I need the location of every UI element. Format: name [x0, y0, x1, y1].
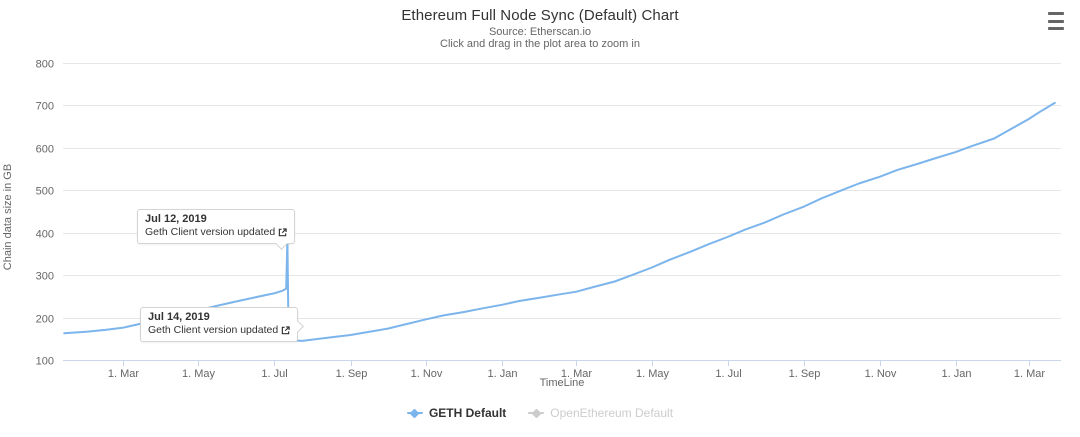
- annotation-text: Geth Client version updated: [145, 226, 276, 238]
- y-tick-label: 100: [36, 356, 54, 368]
- y-tick-label: 600: [36, 144, 54, 156]
- series-line-geth-default: [63, 101, 1056, 342]
- x-axis-title: TimeLine: [539, 377, 585, 389]
- annotation-text: Geth Client version updated: [148, 324, 279, 336]
- x-tick-label: 1. Nov: [865, 368, 897, 380]
- x-tick-label: 1. Mar: [1014, 368, 1046, 380]
- x-tick-label: 1. Mar: [561, 368, 593, 380]
- x-tick-label: 1. Jan: [942, 368, 972, 380]
- marker-diamond: [410, 408, 420, 418]
- legend-label: OpenEthereum Default: [550, 406, 674, 420]
- y-tick-label: 300: [36, 271, 54, 283]
- line-diamond-marker-icon: [406, 408, 423, 418]
- legend-item-geth[interactable]: GETH Default: [406, 406, 507, 420]
- annotation-title: Jul 14, 2019: [148, 311, 210, 323]
- y-tick-label: 400: [36, 229, 54, 241]
- marker-diamond: [531, 408, 542, 418]
- chart-subtitle-source: Source: Etherscan.io: [488, 26, 592, 38]
- y-tick-label: 800: [36, 59, 54, 71]
- x-tick-label: 1. Sep: [336, 368, 368, 380]
- chart-context-menu-button[interactable]: [1046, 11, 1066, 31]
- x-tick-label: 1. May: [636, 368, 670, 380]
- hamburger-icon: [1048, 27, 1064, 30]
- x-tick-label: 1. Jul: [261, 368, 287, 380]
- annotation-jul-14: Jul 14, 2019 Geth Client version updated: [140, 307, 305, 342]
- annotation-jul-12: Jul 12, 2019 Geth Client version updated: [137, 209, 296, 250]
- legend-label: GETH Default: [428, 406, 507, 420]
- hamburger-icon: [1048, 12, 1064, 15]
- x-tick-label: 1. Mar: [108, 368, 140, 380]
- y-tick-label: 700: [36, 101, 54, 113]
- y-axis-title: Chain data size in GB: [2, 111, 14, 270]
- x-tick-label: 1. Nov: [411, 368, 443, 380]
- external-link-icon[interactable]: [278, 228, 287, 237]
- external-link-icon[interactable]: [281, 326, 290, 335]
- y-axis-title-text: Chain data size in GB: [2, 163, 14, 271]
- chart-title: Ethereum Full Node Sync (Default) Chart: [401, 7, 679, 24]
- annotation-title: Jul 12, 2019: [145, 213, 207, 225]
- annotation-link[interactable]: Geth Client version updated: [145, 226, 287, 239]
- y-tick-label: 500: [36, 186, 54, 198]
- x-tick-label: 1. Jan: [488, 368, 518, 380]
- x-tick-label: 1. Jul: [715, 368, 741, 380]
- x-tick-label: 1. May: [182, 368, 216, 380]
- legend: GETH Default OpenEthereum Default: [0, 406, 1080, 420]
- legend-item-openethereum[interactable]: OpenEthereum Default: [528, 406, 673, 420]
- line-diamond-marker-icon: [528, 408, 545, 418]
- hamburger-icon: [1048, 19, 1064, 23]
- chart-subtitle-hint: Click and drag in the plot area to zoom …: [440, 38, 640, 50]
- annotation-link[interactable]: Geth Client version updated: [148, 324, 290, 337]
- x-tick-label: 1. Sep: [789, 368, 821, 380]
- y-tick-label: 200: [36, 314, 54, 326]
